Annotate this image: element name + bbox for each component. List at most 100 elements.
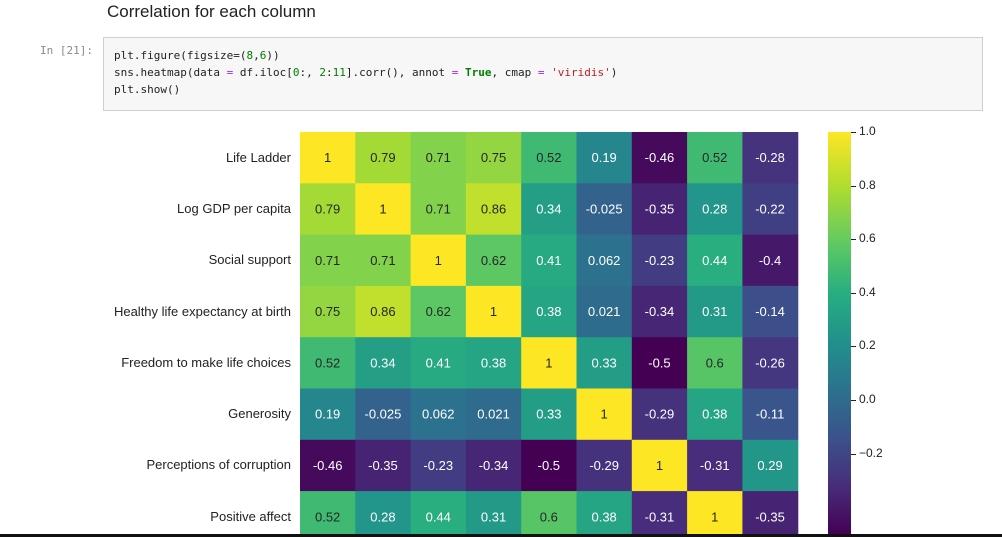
heatmap-cell bbox=[631, 388, 688, 441]
heatmap-cell-annotation: -0.31 bbox=[700, 458, 730, 473]
heatmap-cell-annotation: 0.33 bbox=[536, 407, 561, 422]
heatmap-cell-annotation: 0.33 bbox=[591, 355, 616, 370]
heatmap-cell bbox=[687, 388, 743, 441]
heatmap-cell-annotation: -0.31 bbox=[645, 509, 675, 524]
heatmap-cell bbox=[687, 285, 743, 338]
heatmap-cell bbox=[355, 439, 412, 492]
heatmap-cell-annotation: 0.29 bbox=[757, 458, 782, 473]
heatmap-cell-annotation: 0.38 bbox=[481, 355, 506, 370]
colorbar-tick-label: 0.2 bbox=[859, 338, 876, 353]
heatmap-cell bbox=[742, 132, 799, 184]
heatmap-row-label: Life Ladder bbox=[225, 149, 291, 165]
heatmap-cell-annotation: -0.025 bbox=[586, 201, 623, 216]
heatmap-cell bbox=[465, 388, 522, 441]
heatmap-cell-annotation: -0.11 bbox=[756, 407, 785, 422]
code-line-3: plt.show() bbox=[114, 83, 181, 96]
heatmap-cell bbox=[465, 491, 522, 537]
heatmap-cell-annotation: -0.35 bbox=[645, 201, 675, 216]
heatmap-cell-annotation: 0.86 bbox=[481, 201, 506, 216]
colorbar bbox=[828, 132, 851, 534]
colorbar-tick-mark bbox=[851, 400, 856, 401]
heatmap-cell bbox=[742, 183, 799, 236]
heatmap-cell-annotation: -0.34 bbox=[645, 304, 675, 319]
heatmap-cell-annotation: 0.38 bbox=[536, 304, 561, 319]
heatmap-row-label: Generosity bbox=[228, 406, 291, 422]
heatmap-cell-annotation: 0.19 bbox=[315, 407, 340, 422]
heatmap-cell bbox=[631, 234, 688, 287]
heatmap-cell-annotation: 0.52 bbox=[536, 150, 561, 165]
code-cell[interactable]: plt.figure(figsize=(8,6)) sns.heatmap(da… bbox=[103, 37, 983, 111]
heatmap-cell-annotation: 0.062 bbox=[422, 407, 455, 422]
heatmap-cell bbox=[631, 439, 688, 492]
heatmap-row-label: Social support bbox=[208, 252, 291, 268]
code-line-2: sns.heatmap(data = df.iloc[0:, 2:11].cor… bbox=[114, 66, 618, 79]
heatmap-cell bbox=[355, 491, 412, 537]
heatmap-cell-annotation: -0.5 bbox=[648, 355, 670, 370]
heatmap-cell-annotation: 0.41 bbox=[426, 355, 451, 370]
heatmap-cell bbox=[465, 234, 522, 287]
heatmap-cell-annotation: 0.79 bbox=[315, 201, 340, 216]
heatmap-cell bbox=[576, 183, 633, 236]
heatmap-cell bbox=[742, 337, 799, 390]
colorbar-tick-label: −0.2 bbox=[859, 445, 883, 460]
heatmap-cell-annotation: -0.46 bbox=[313, 458, 343, 473]
heatmap-cell-annotation: 0.19 bbox=[591, 150, 616, 165]
heatmap-row-label: Freedom to make life choices bbox=[121, 354, 291, 370]
heatmap-cell-annotation: -0.46 bbox=[645, 150, 675, 165]
heatmap-cell bbox=[631, 285, 688, 338]
heatmap-row-label: Log GDP per capita bbox=[177, 200, 291, 216]
heatmap-cell bbox=[355, 337, 412, 390]
heatmap-cell-annotation: 0.28 bbox=[702, 201, 727, 216]
heatmap-cell bbox=[631, 132, 688, 184]
heatmap-cell-annotation: -0.26 bbox=[755, 355, 785, 370]
heatmap-cell bbox=[355, 285, 412, 338]
heatmap-cell-annotation: 0.62 bbox=[481, 253, 506, 268]
heatmap-cell bbox=[355, 388, 412, 441]
heatmap-cell-annotation: 0.021 bbox=[477, 407, 510, 422]
heatmap-cell-annotation: -0.14 bbox=[755, 304, 785, 319]
heatmap-cell-annotation: -0.29 bbox=[589, 458, 619, 473]
heatmap-cell bbox=[465, 337, 522, 390]
heatmap-cell bbox=[742, 388, 799, 441]
heatmap-cell bbox=[300, 337, 356, 390]
heatmap-cell-annotation: 0.44 bbox=[702, 253, 727, 268]
heatmap-cell-annotation: 0.021 bbox=[588, 304, 621, 319]
heatmap-cell-annotation: -0.29 bbox=[645, 407, 675, 422]
colorbar-tick-mark bbox=[851, 346, 856, 348]
heatmap-cell-annotation: 1 bbox=[711, 509, 718, 524]
heatmap-cell bbox=[687, 439, 743, 492]
heatmap-cell bbox=[687, 183, 743, 236]
colorbar-tick-mark bbox=[851, 132, 856, 133]
heatmap-cell-annotation: 0.38 bbox=[591, 509, 616, 524]
heatmap-cell-annotation: 1 bbox=[601, 407, 608, 422]
heatmap-cell-annotation: 1 bbox=[656, 458, 663, 473]
heatmap-cell-annotation: 0.41 bbox=[536, 253, 561, 268]
heatmap-cell-annotation: 0.52 bbox=[702, 150, 727, 165]
heatmap-cell bbox=[521, 132, 578, 184]
colorbar-tick-mark bbox=[851, 239, 856, 241]
heatmap-cell-annotation: -0.5 bbox=[538, 458, 560, 473]
heatmap-cell bbox=[687, 132, 743, 184]
heatmap-cell bbox=[742, 491, 799, 537]
cell-prompt: In [21]: bbox=[40, 44, 93, 57]
heatmap-cell bbox=[576, 234, 633, 287]
heatmap-cell bbox=[355, 132, 412, 184]
heatmap-cell bbox=[465, 183, 522, 236]
heatmap-cell bbox=[465, 132, 522, 184]
heatmap-cell bbox=[410, 132, 467, 184]
colorbar-tick-label: 0.4 bbox=[859, 284, 876, 299]
heatmap-cell-annotation: -0.025 bbox=[365, 407, 402, 422]
heatmap-cell bbox=[521, 183, 578, 236]
heatmap-cell bbox=[576, 337, 633, 390]
heatmap-cell bbox=[521, 388, 578, 441]
heatmap-cell-annotation: 0.34 bbox=[536, 201, 561, 216]
heatmap-cell bbox=[355, 234, 412, 287]
heatmap-cell-annotation: 0.71 bbox=[426, 150, 451, 165]
heatmap-cell-annotation: 1 bbox=[324, 150, 331, 165]
colorbar-tick-mark bbox=[851, 453, 856, 455]
heatmap-cell bbox=[687, 337, 743, 390]
heatmap-cell bbox=[742, 234, 799, 287]
colorbar-tick-label: 0.0 bbox=[859, 392, 876, 406]
output-bottom-edge bbox=[0, 534, 1002, 537]
heatmap-cell-annotation: 0.71 bbox=[315, 253, 340, 268]
